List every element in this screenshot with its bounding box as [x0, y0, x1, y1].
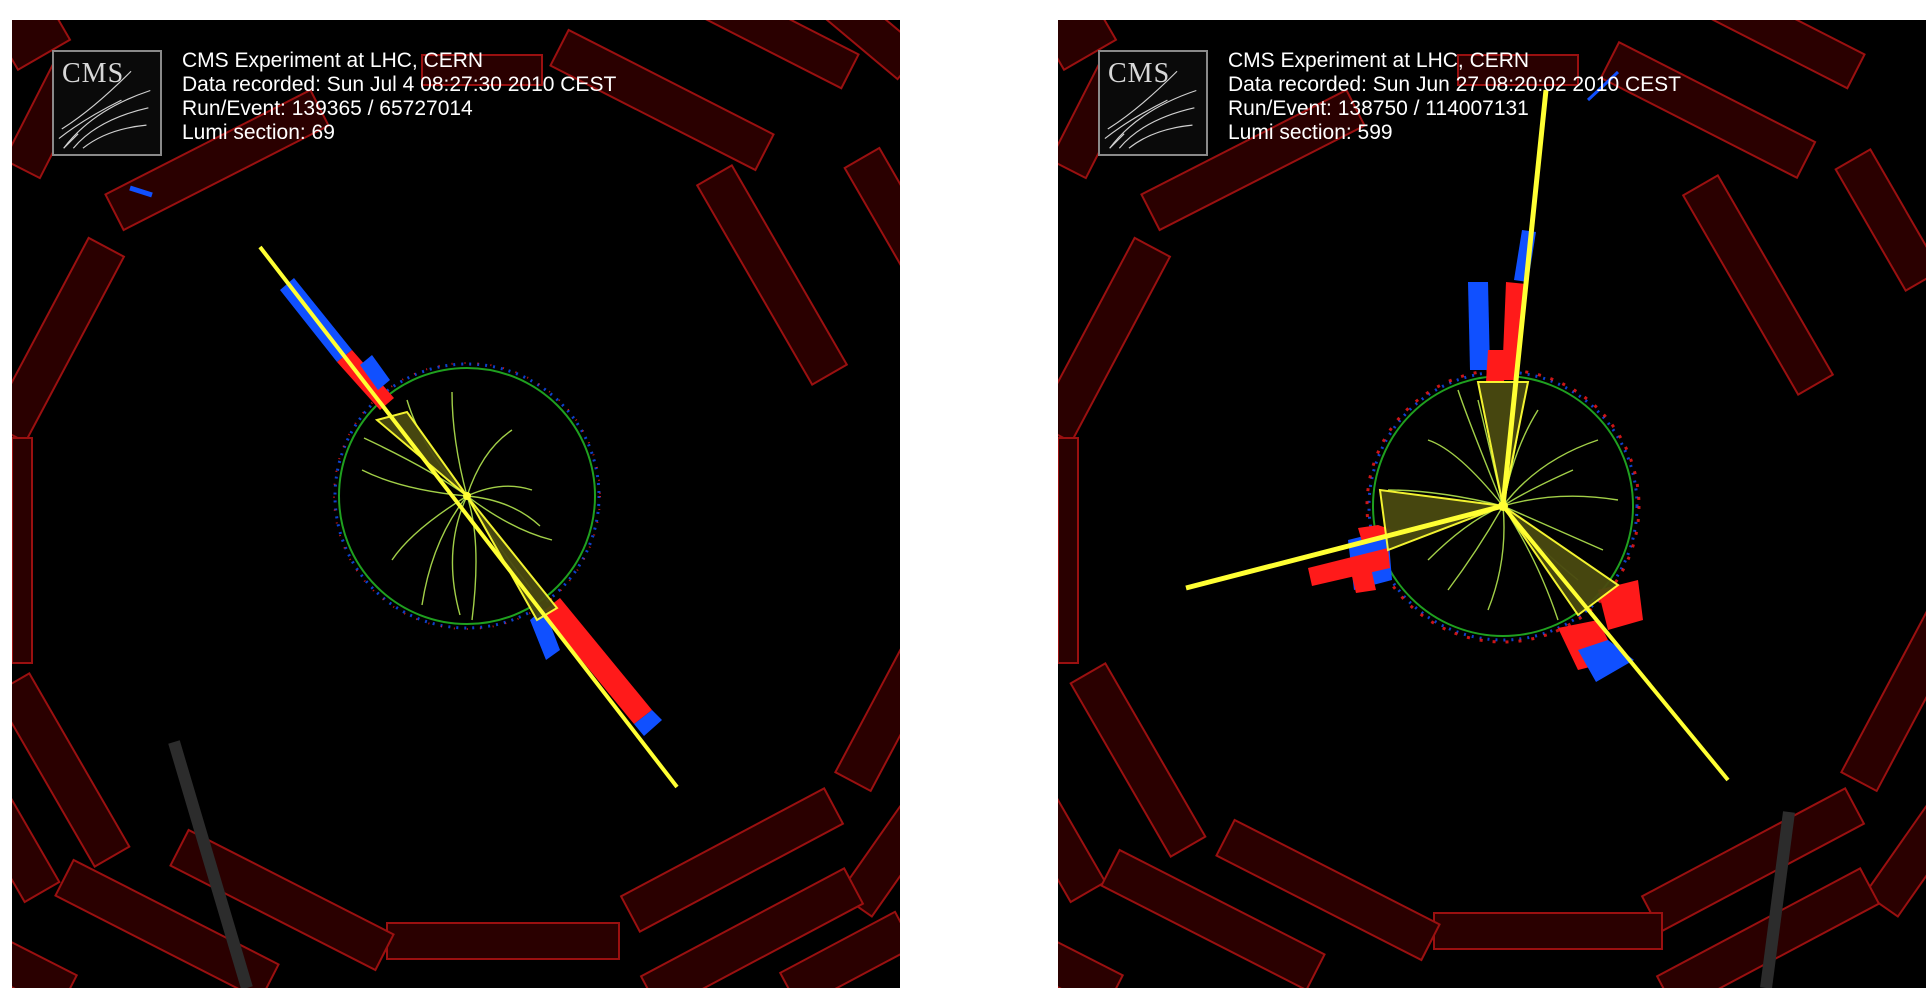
event-info-right: CMS CMS Experiment at LHC, CERN Data rec…	[1098, 49, 1681, 156]
experiment-title: CMS Experiment at LHC, CERN	[1228, 49, 1530, 72]
cms-logo: CMS	[52, 50, 162, 156]
event-display-left: CMS CMS Experiment at LHC, CERN Data rec…	[12, 20, 900, 988]
recorded-date: Data recorded: Sun Jul 4 08:27:30 2010 C…	[182, 73, 617, 96]
jet-axis-right	[1501, 504, 1730, 782]
run-event: Run/Event: 139365 / 65727014	[182, 97, 473, 120]
event-metadata-left: CMS Experiment at LHC, CERN Data recorde…	[182, 49, 616, 145]
event-display-right: CMS CMS Experiment at LHC, CERN Data rec…	[1058, 20, 1926, 988]
jet-axis	[258, 245, 679, 789]
experiment-title: CMS Experiment at LHC, CERN	[182, 49, 484, 72]
beam-support	[168, 740, 253, 988]
detector-view-left	[12, 20, 900, 988]
jet-axis-up	[1500, 89, 1549, 507]
beam-support	[1760, 811, 1795, 988]
cms-logo: CMS	[1098, 50, 1208, 156]
lumi-section: Lumi section: 599	[1228, 121, 1393, 144]
muon-chambers	[1058, 20, 1926, 988]
event-info-left: CMS CMS Experiment at LHC, CERN Data rec…	[52, 49, 616, 156]
cms-logo-graphic	[58, 70, 151, 149]
lumi-section: Lumi section: 69	[182, 121, 335, 144]
recorded-date: Data recorded: Sun Jun 27 08:20:02 2010 …	[1228, 73, 1681, 96]
event-metadata-right: CMS Experiment at LHC, CERN Data recorde…	[1228, 49, 1681, 145]
jet-axis-left	[1185, 503, 1504, 591]
run-event: Run/Event: 138750 / 114007131	[1228, 97, 1529, 120]
tracker-boundary	[338, 367, 596, 625]
detector-view-right	[1058, 20, 1926, 988]
cms-logo-graphic	[1104, 70, 1197, 149]
